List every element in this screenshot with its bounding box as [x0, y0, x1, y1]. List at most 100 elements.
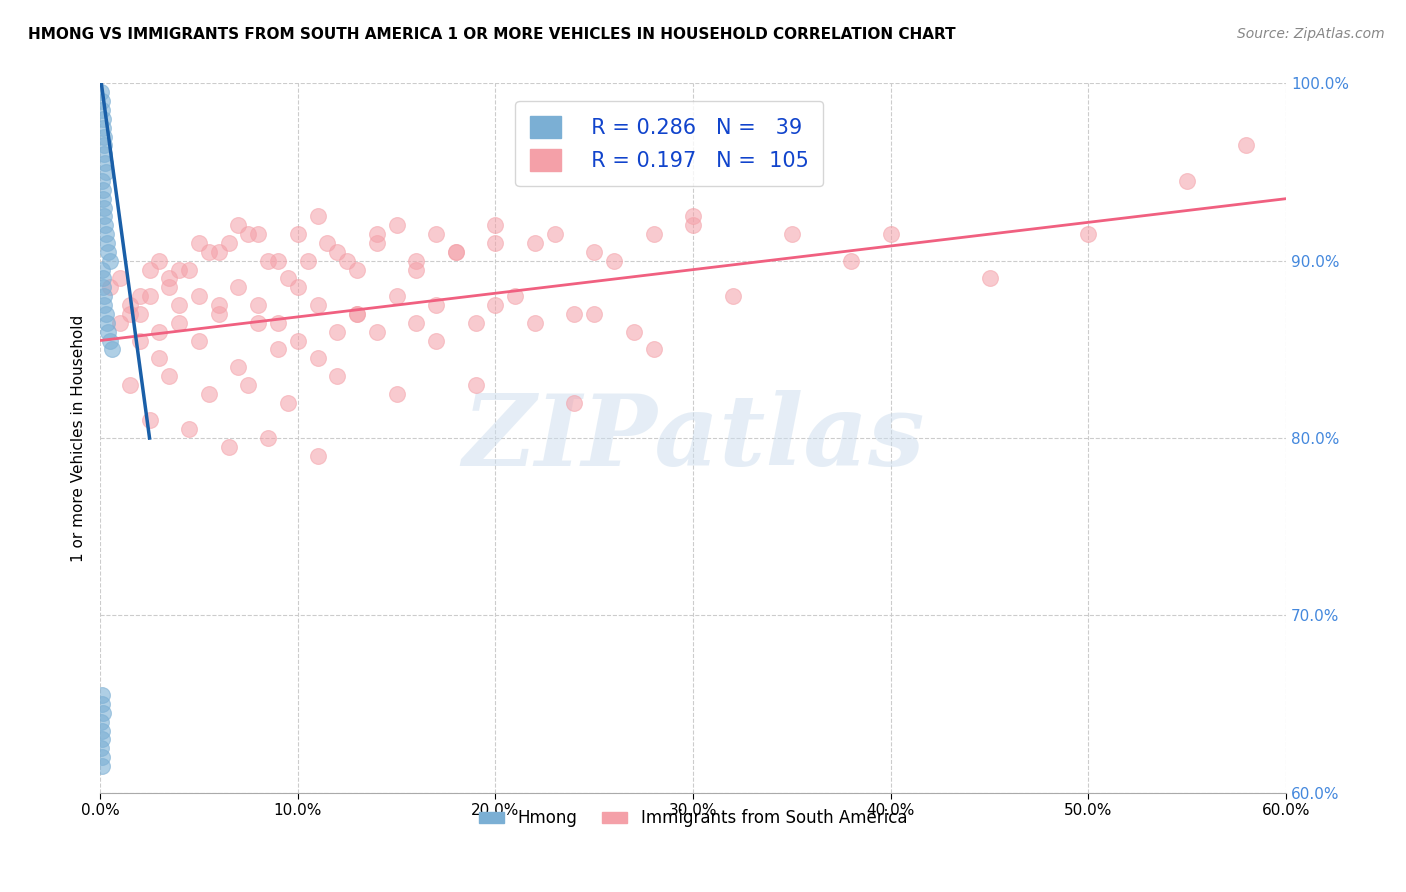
Point	[464, 316, 486, 330]
Point	[464, 377, 486, 392]
Point	[425, 227, 447, 241]
Point	[385, 219, 408, 233]
Point	[93, 201, 115, 215]
Point	[326, 244, 349, 259]
Point	[267, 343, 290, 357]
Point	[326, 369, 349, 384]
Point	[839, 253, 862, 268]
Y-axis label: 1 or more Vehicles in Household: 1 or more Vehicles in Household	[72, 314, 86, 562]
Point	[198, 386, 221, 401]
Text: ZIPatlas: ZIPatlas	[461, 390, 924, 486]
Point	[307, 210, 329, 224]
Point	[1236, 138, 1258, 153]
Point	[484, 235, 506, 250]
Point	[90, 85, 112, 99]
Point	[93, 138, 115, 153]
Point	[682, 219, 704, 233]
Point	[277, 395, 299, 409]
Point	[247, 316, 270, 330]
Point	[118, 377, 141, 392]
Point	[583, 307, 606, 321]
Point	[91, 183, 114, 197]
Point	[177, 422, 200, 436]
Point	[90, 723, 112, 738]
Point	[603, 253, 626, 268]
Point	[98, 334, 121, 348]
Point	[138, 413, 160, 427]
Point	[682, 210, 704, 224]
Point	[208, 244, 231, 259]
Point	[108, 316, 131, 330]
Point	[425, 298, 447, 312]
Point	[247, 298, 270, 312]
Point	[326, 325, 349, 339]
Point	[187, 334, 209, 348]
Point	[979, 271, 1001, 285]
Text: Source: ZipAtlas.com: Source: ZipAtlas.com	[1237, 27, 1385, 41]
Point	[91, 697, 114, 711]
Point	[101, 343, 124, 357]
Point	[94, 165, 117, 179]
Point	[583, 244, 606, 259]
Point	[228, 360, 250, 375]
Text: HMONG VS IMMIGRANTS FROM SOUTH AMERICA 1 OR MORE VEHICLES IN HOUSEHOLD CORRELATI: HMONG VS IMMIGRANTS FROM SOUTH AMERICA 1…	[28, 27, 956, 42]
Point	[544, 227, 567, 241]
Point	[91, 706, 114, 720]
Point	[238, 377, 260, 392]
Point	[346, 307, 368, 321]
Point	[228, 280, 250, 294]
Point	[277, 271, 299, 285]
Point	[91, 262, 114, 277]
Point	[187, 235, 209, 250]
Point	[90, 750, 112, 764]
Point	[157, 271, 180, 285]
Point	[208, 307, 231, 321]
Point	[287, 280, 309, 294]
Point	[98, 280, 121, 294]
Point	[167, 298, 190, 312]
Point	[90, 741, 112, 756]
Point	[97, 244, 120, 259]
Point	[247, 227, 270, 241]
Point	[91, 280, 114, 294]
Point	[366, 325, 388, 339]
Point	[157, 369, 180, 384]
Point	[643, 343, 665, 357]
Point	[187, 289, 209, 303]
Point	[177, 262, 200, 277]
Point	[1077, 227, 1099, 241]
Point	[93, 147, 115, 161]
Point	[91, 112, 114, 126]
Point	[128, 334, 150, 348]
Point	[91, 174, 114, 188]
Point	[287, 334, 309, 348]
Point	[157, 280, 180, 294]
Point	[91, 120, 114, 135]
Point	[523, 235, 546, 250]
Point	[228, 219, 250, 233]
Point	[91, 759, 114, 773]
Point	[444, 244, 467, 259]
Point	[307, 298, 329, 312]
Point	[721, 289, 744, 303]
Point	[208, 298, 231, 312]
Point	[90, 714, 112, 729]
Point	[257, 253, 280, 268]
Point	[623, 325, 645, 339]
Point	[90, 94, 112, 108]
Point	[336, 253, 359, 268]
Point	[91, 192, 114, 206]
Point	[484, 298, 506, 312]
Point	[444, 244, 467, 259]
Point	[90, 732, 112, 747]
Point	[564, 307, 586, 321]
Point	[138, 262, 160, 277]
Point	[307, 449, 329, 463]
Point	[425, 334, 447, 348]
Point	[385, 289, 408, 303]
Point	[405, 316, 427, 330]
Point	[138, 289, 160, 303]
Point	[287, 227, 309, 241]
Point	[128, 307, 150, 321]
Point	[879, 227, 901, 241]
